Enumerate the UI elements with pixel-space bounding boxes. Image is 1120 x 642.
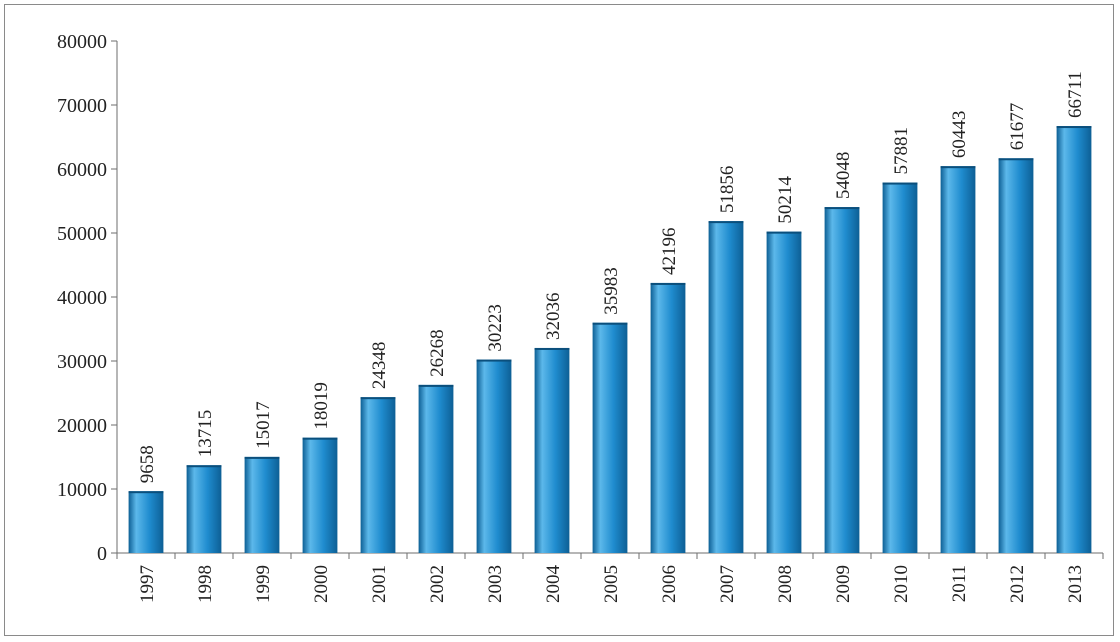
x-tick-label: 2007 bbox=[717, 565, 738, 603]
bar-2005 bbox=[592, 322, 628, 553]
bar-top-edge bbox=[418, 384, 454, 387]
bar-top-edge bbox=[302, 437, 338, 440]
y-tick-label: 40000 bbox=[57, 287, 107, 309]
bar-2003 bbox=[476, 359, 512, 553]
bar-1997 bbox=[128, 491, 164, 553]
data-label: 61677 bbox=[1007, 103, 1028, 151]
y-tick-label: 70000 bbox=[57, 95, 107, 117]
bar-2002 bbox=[418, 384, 454, 553]
data-label: 57881 bbox=[891, 127, 912, 175]
x-tick-label: 2013 bbox=[1065, 565, 1086, 603]
x-tick-label: 1999 bbox=[253, 565, 274, 603]
data-label: 18019 bbox=[311, 382, 332, 430]
x-tick-label: 2008 bbox=[775, 565, 796, 603]
x-tick-label: 2010 bbox=[891, 565, 912, 603]
bar-top-edge bbox=[708, 221, 744, 224]
bar-2000 bbox=[302, 437, 338, 553]
x-tick-label: 2000 bbox=[311, 565, 332, 603]
bar-chart: 0 10000 20000 30000 40000 50000 60000 70000 8000… bbox=[57, 31, 1104, 604]
bar-top-edge bbox=[360, 397, 396, 400]
y-tick-label: 50000 bbox=[57, 223, 107, 245]
data-label: 24348 bbox=[369, 342, 390, 390]
data-label: 15017 bbox=[253, 401, 274, 449]
x-tick-label: 2002 bbox=[427, 565, 448, 603]
bar-2008 bbox=[766, 231, 802, 553]
chart-frame: 0 10000 20000 30000 40000 50000 60000 70000 8000… bbox=[4, 4, 1114, 636]
data-label: 32036 bbox=[543, 292, 564, 340]
bar-top-edge bbox=[650, 282, 686, 285]
data-label: 13715 bbox=[195, 410, 216, 458]
y-tick-label: 0 bbox=[97, 543, 107, 565]
bar-2007 bbox=[708, 221, 744, 554]
data-label: 60443 bbox=[949, 111, 970, 159]
bar-top-edge bbox=[244, 456, 280, 459]
bar-top-edge bbox=[940, 166, 976, 169]
data-labels: 9658 13715 15017 18019 24348 26268 30223 32036 3… bbox=[137, 71, 1086, 483]
x-tick-label: 2001 bbox=[369, 565, 390, 603]
bar-top-edge bbox=[534, 347, 570, 350]
bar-2013 bbox=[1056, 126, 1092, 554]
data-label: 26268 bbox=[427, 329, 448, 377]
y-tick-label: 20000 bbox=[57, 415, 107, 437]
bar-1999 bbox=[244, 456, 280, 553]
x-axis: 1997 1998 1999 2000 2001 2002 2003 2004 2005 2006… bbox=[116, 552, 1104, 604]
x-tick-label: 2011 bbox=[949, 565, 970, 602]
x-tick-label: 2012 bbox=[1007, 565, 1028, 603]
x-tick-label: 2004 bbox=[543, 565, 564, 604]
x-tick-label: 2009 bbox=[833, 565, 854, 603]
bar-2009 bbox=[824, 207, 860, 553]
data-label: 54048 bbox=[833, 152, 854, 200]
bar-top-edge bbox=[592, 322, 628, 325]
bar-top-edge bbox=[476, 359, 512, 362]
bar-2011 bbox=[940, 166, 976, 553]
x-tick-label: 1997 bbox=[137, 565, 158, 603]
bar-top-edge bbox=[186, 465, 222, 468]
bar-2004 bbox=[534, 347, 570, 553]
bar-top-edge bbox=[882, 182, 918, 185]
data-label: 35983 bbox=[601, 267, 622, 315]
bar-top-edge bbox=[766, 231, 802, 234]
y-tick-label: 10000 bbox=[57, 479, 107, 501]
bar-top-edge bbox=[824, 207, 860, 210]
data-label: 30223 bbox=[485, 304, 506, 352]
bar-2001 bbox=[360, 397, 396, 553]
x-tick-label: 2003 bbox=[485, 565, 506, 603]
x-tick-label: 1998 bbox=[195, 565, 216, 603]
bar-top-edge bbox=[128, 491, 164, 494]
y-tick-label: 80000 bbox=[57, 31, 107, 53]
data-label: 50214 bbox=[775, 176, 796, 224]
y-tick-label: 60000 bbox=[57, 159, 107, 181]
bar-2012 bbox=[998, 158, 1034, 553]
bars bbox=[128, 126, 1092, 554]
y-tick-label: 30000 bbox=[57, 351, 107, 373]
data-label: 51856 bbox=[717, 166, 738, 214]
data-label: 42196 bbox=[659, 227, 680, 275]
bar-2006 bbox=[650, 282, 686, 553]
data-label: 66711 bbox=[1065, 71, 1086, 118]
bar-top-edge bbox=[998, 158, 1034, 161]
bar-top-edge bbox=[1056, 126, 1092, 129]
x-tick-label: 2006 bbox=[659, 565, 680, 603]
y-axis: 0 10000 20000 30000 40000 50000 60000 70000 8000… bbox=[57, 31, 118, 565]
bar-1998 bbox=[186, 465, 222, 553]
bar-2010 bbox=[882, 182, 918, 554]
data-label: 9658 bbox=[137, 445, 158, 483]
x-tick-label: 2005 bbox=[601, 565, 622, 603]
